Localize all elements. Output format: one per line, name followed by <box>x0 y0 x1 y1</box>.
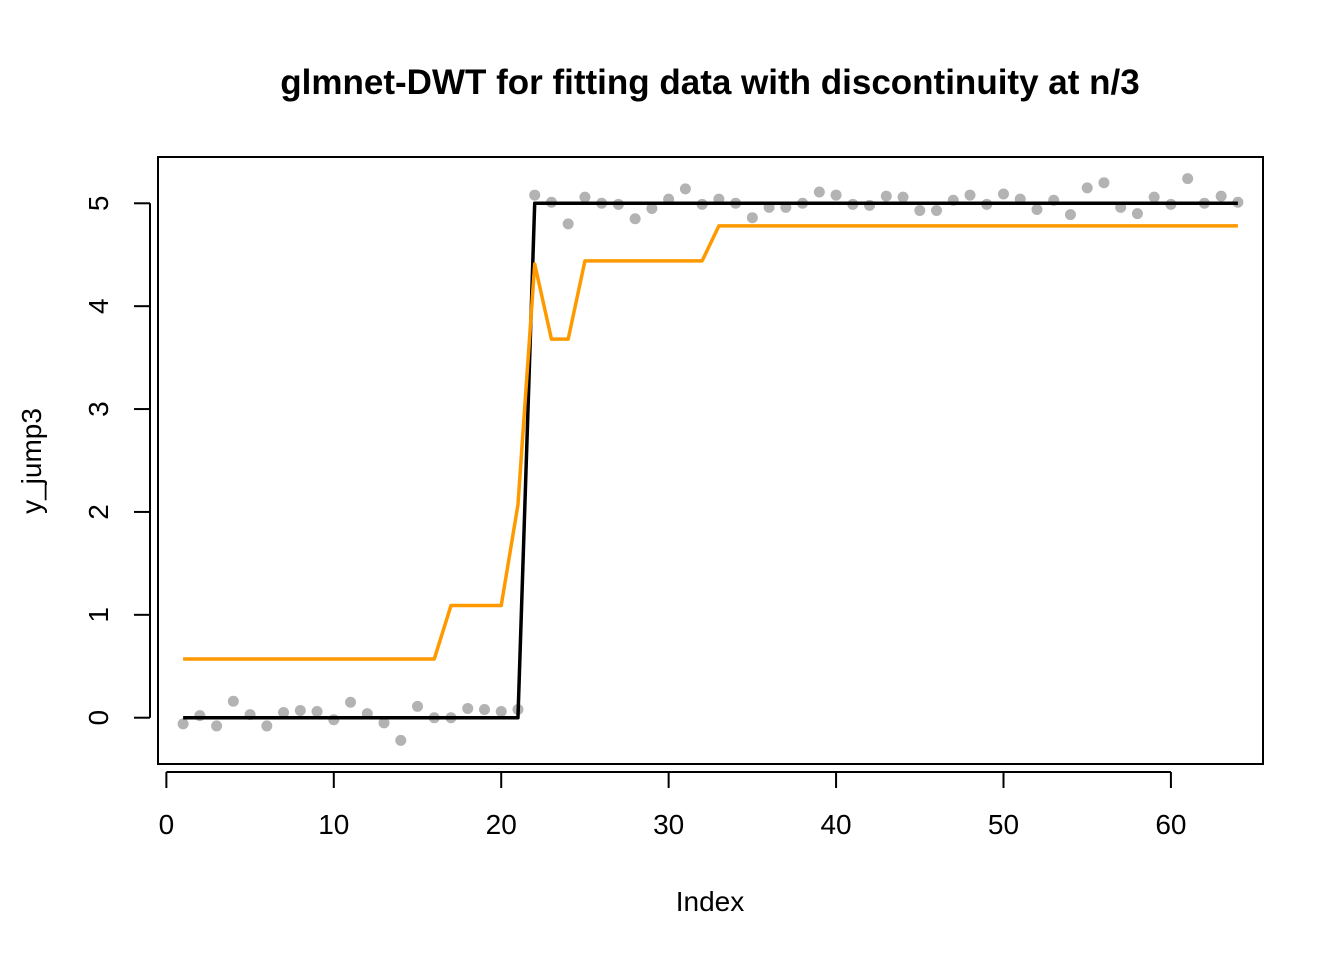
data-point <box>646 202 658 214</box>
data-point <box>1064 209 1076 221</box>
data-point <box>495 706 507 718</box>
data-point <box>1131 208 1143 220</box>
data-point <box>830 189 842 201</box>
data-point <box>227 695 239 707</box>
data-point <box>462 702 474 714</box>
x-tick-label: 20 <box>486 809 517 840</box>
x-tick-label: 10 <box>318 809 349 840</box>
data-point <box>1215 190 1227 202</box>
y-tick-label: 5 <box>83 196 114 212</box>
data-point <box>328 714 340 726</box>
data-point <box>395 734 407 746</box>
x-tick-label: 60 <box>1155 809 1186 840</box>
data-point <box>311 706 323 718</box>
x-tick-label: 30 <box>653 809 684 840</box>
x-axis-label: Index <box>676 886 745 917</box>
y-tick-label: 4 <box>83 298 114 314</box>
data-point <box>1031 203 1043 215</box>
data-point <box>562 218 574 230</box>
data-point <box>746 212 758 224</box>
data-point <box>964 189 976 201</box>
data-point <box>278 707 290 719</box>
data-point <box>177 718 189 730</box>
data-point <box>897 191 909 203</box>
data-point <box>629 213 641 225</box>
y-axis-label: y_jump3 <box>16 408 47 514</box>
true-signal-line <box>183 201 1238 720</box>
data-point <box>261 720 273 732</box>
data-point <box>378 717 390 729</box>
data-point <box>412 700 424 712</box>
data-point <box>931 204 943 216</box>
data-point <box>1148 191 1160 203</box>
data-point <box>194 710 206 722</box>
data-point <box>914 204 926 216</box>
y-axis: 0 1 2 3 4 5 <box>83 196 151 726</box>
data-point <box>679 183 691 195</box>
data-point <box>997 188 1009 200</box>
y-tick-label: 2 <box>83 504 114 520</box>
data-point <box>864 199 876 211</box>
data-point <box>529 189 541 201</box>
series-layer <box>177 173 1244 746</box>
data-point <box>1081 182 1093 194</box>
x-tick-label: 40 <box>820 809 851 840</box>
plot-frame <box>157 156 1264 765</box>
y-tick-label: 0 <box>83 710 114 726</box>
data-point <box>813 186 825 198</box>
data-point <box>1098 177 1110 189</box>
x-tick-label: 0 <box>159 809 175 840</box>
data-point <box>1182 173 1194 185</box>
data-point <box>345 696 357 708</box>
data-point <box>211 720 223 732</box>
x-tick-label: 50 <box>988 809 1019 840</box>
data-point <box>579 191 591 203</box>
y-tick-label: 3 <box>83 401 114 417</box>
chart-title: glmnet-DWT for fitting data with discont… <box>280 63 1139 102</box>
y-tick-label: 1 <box>83 607 114 623</box>
data-point <box>478 703 490 715</box>
glmnet-dwt-fit-line <box>183 224 1238 661</box>
data-point <box>294 705 306 717</box>
data-point <box>880 190 892 202</box>
x-axis: 0 10 20 30 40 50 60 <box>159 771 1186 840</box>
